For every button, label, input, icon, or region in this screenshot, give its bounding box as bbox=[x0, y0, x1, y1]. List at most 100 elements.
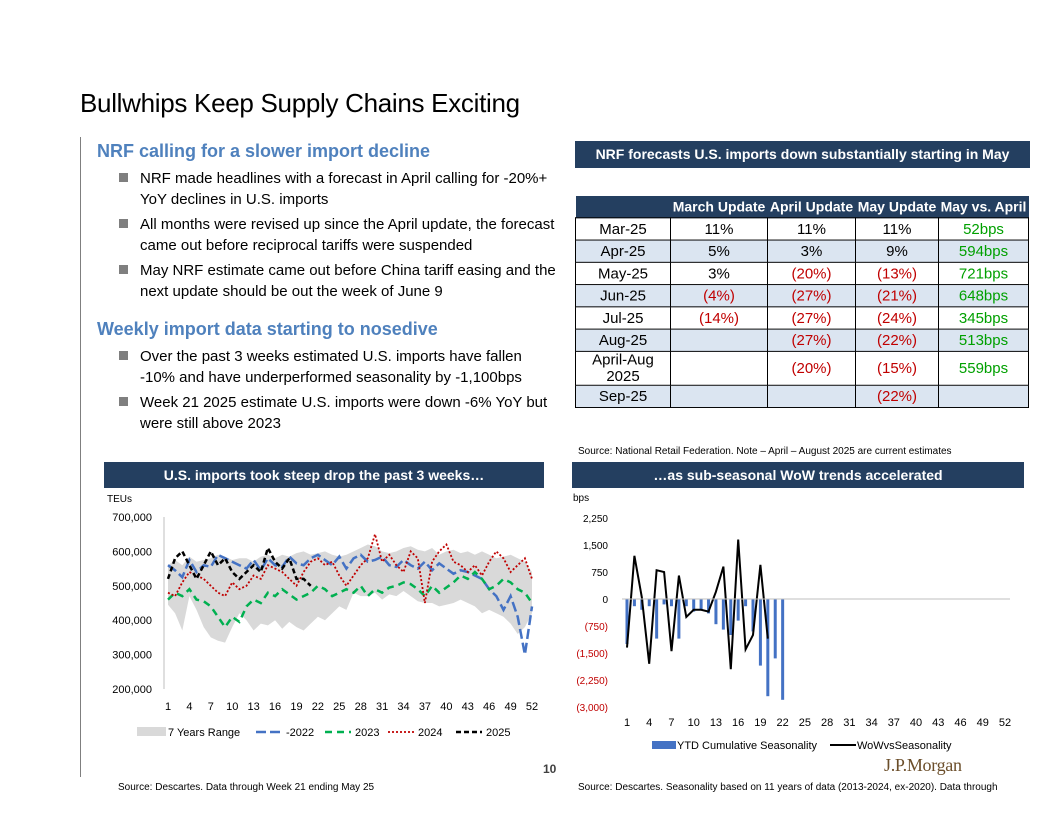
source-right: Source: Descartes. Seasonality based on … bbox=[578, 782, 998, 793]
heading-weekly: Weekly import data starting to nosedive bbox=[97, 319, 438, 339]
table-cell: (21%) bbox=[855, 284, 939, 308]
table-cell: 648bps bbox=[938, 284, 1029, 308]
ytd-bar bbox=[729, 599, 733, 635]
y-tick-label: (750) bbox=[585, 622, 608, 633]
table-cell: (22%) bbox=[855, 328, 939, 352]
x-tick-label: 28 bbox=[821, 717, 833, 729]
x-tick-label: 43 bbox=[932, 717, 944, 729]
table-header-cell: March Update bbox=[670, 196, 768, 218]
nrf-table: March Update April Update May Update May vs… bbox=[575, 196, 1029, 409]
table-cell: Jul-25 bbox=[575, 306, 671, 330]
x-tick-label: 37 bbox=[419, 701, 431, 713]
table-cell: (13%) bbox=[855, 261, 939, 286]
ytd-bar bbox=[744, 599, 748, 607]
series-line-2025 bbox=[166, 544, 312, 587]
x-tick-label: 13 bbox=[710, 717, 722, 729]
x-tick-label: 13 bbox=[248, 701, 260, 713]
y-tick-label: 0 bbox=[602, 595, 608, 606]
bullet-1: NRF made headlines with a forecast in Ap… bbox=[119, 168, 560, 210]
table-cell: 5% bbox=[670, 239, 768, 263]
table-cell: 52bps bbox=[938, 217, 1029, 241]
x-tick-label: 34 bbox=[865, 717, 877, 729]
x-tick-label: 31 bbox=[376, 701, 388, 713]
table-header-cell: May vs. April bbox=[938, 196, 1029, 218]
table-row: Apr-25 5% 3% 9% 594bps bbox=[575, 239, 1029, 263]
table-cell: 559bps bbox=[938, 350, 1029, 386]
x-tick-label: 22 bbox=[777, 717, 789, 729]
legend-label: 7 Years Range bbox=[168, 727, 240, 739]
table-cell: 3% bbox=[767, 239, 856, 263]
y-axis-label: TEUs bbox=[107, 494, 132, 505]
chart-left-title: U.S. imports took steep drop the past 3 … bbox=[104, 462, 544, 488]
table-cell: 11% bbox=[767, 217, 856, 241]
ytd-bar bbox=[707, 599, 711, 614]
ytd-bar bbox=[684, 599, 688, 607]
x-tick-label: 43 bbox=[462, 701, 474, 713]
table-source: Source: National Retail Federation. Note… bbox=[578, 446, 952, 457]
ytd-bar bbox=[625, 599, 629, 644]
series-line-2023 bbox=[167, 570, 534, 630]
table-cell: 513bps bbox=[938, 328, 1029, 352]
x-tick-label: 46 bbox=[483, 701, 495, 713]
imports-line-chart: TEUs 700,000 600,000 500,000 400,000 300,000 2… bbox=[107, 494, 538, 739]
legend-swatch-ytd bbox=[652, 741, 676, 749]
y-tick-label: 700,000 bbox=[112, 512, 152, 524]
y-tick-label: 1,500 bbox=[583, 541, 608, 552]
table-cell: 721bps bbox=[938, 261, 1029, 286]
bullet-square-icon bbox=[119, 173, 128, 182]
y-tick-label: 400,000 bbox=[112, 615, 152, 627]
table-cell: Aug-25 bbox=[575, 328, 671, 352]
series-line-2024 bbox=[167, 530, 533, 604]
table-cell: Sep-25 bbox=[575, 384, 671, 409]
table-cell: 345bps bbox=[938, 306, 1029, 330]
x-tick-label: 16 bbox=[732, 717, 744, 729]
y-tick-label: (3,000) bbox=[576, 703, 608, 714]
legend-label: 2025 bbox=[486, 727, 510, 739]
left-divider bbox=[80, 137, 81, 777]
slide-title: Bullwhips Keep Supply Chains Exciting bbox=[80, 88, 520, 118]
x-tick-label: 52 bbox=[999, 717, 1011, 729]
x-tick-label: 10 bbox=[226, 701, 238, 713]
table-cell: 594bps bbox=[938, 239, 1029, 263]
x-tick-label: 4 bbox=[186, 701, 192, 713]
table-row: Sep-25 (22%) bbox=[575, 384, 1029, 409]
table-cell: April-Aug 2025 bbox=[575, 350, 671, 386]
bullet-2: All months were revised up since the Apr… bbox=[119, 214, 560, 256]
table-cell: May-25 bbox=[575, 261, 671, 286]
x-tick-label: 40 bbox=[440, 701, 452, 713]
ytd-bar bbox=[766, 599, 770, 697]
table-cell: (15%) bbox=[855, 350, 939, 386]
table-row: Aug-25 (27%) (22%) 513bps bbox=[575, 328, 1029, 352]
legend-label: -2022 bbox=[286, 727, 314, 739]
ytd-bar bbox=[751, 599, 755, 632]
x-tick-label: 25 bbox=[333, 701, 345, 713]
table-cell: Jun-25 bbox=[575, 284, 671, 308]
x-tick-label: 34 bbox=[397, 701, 409, 713]
x-tick-label: 25 bbox=[799, 717, 811, 729]
x-tick-label: 37 bbox=[888, 717, 900, 729]
table-cell: (14%) bbox=[670, 306, 768, 330]
table-cell bbox=[670, 328, 768, 352]
bullet-5: Week 21 2025 estimate U.S. imports were … bbox=[119, 392, 560, 434]
y-tick-label: (1,500) bbox=[576, 649, 608, 660]
chart-right-title: …as sub-seasonal WoW trends accelerated bbox=[572, 462, 1024, 488]
bullet-square-icon bbox=[119, 265, 128, 274]
wow-line bbox=[626, 539, 769, 670]
ytd-bar bbox=[773, 599, 777, 659]
y-tick-label: (2,250) bbox=[576, 676, 608, 687]
table-cell bbox=[670, 384, 768, 409]
x-tick-label: 19 bbox=[290, 701, 302, 713]
x-tick-label: 1 bbox=[165, 701, 171, 713]
y-tick-label: 2,250 bbox=[583, 514, 608, 525]
table-cell: (20%) bbox=[767, 261, 856, 286]
ytd-bar bbox=[662, 599, 666, 605]
y-tick-label: 750 bbox=[591, 568, 608, 579]
x-tick-label: 28 bbox=[355, 701, 367, 713]
y-tick-label: 500,000 bbox=[112, 581, 152, 593]
table-cell: (27%) bbox=[767, 284, 856, 308]
table-header-cell bbox=[575, 196, 671, 218]
ytd-bar bbox=[692, 599, 696, 612]
ytd-bar bbox=[721, 599, 725, 630]
y-axis-label: bps bbox=[573, 493, 589, 504]
x-tick-label: 7 bbox=[208, 701, 214, 713]
